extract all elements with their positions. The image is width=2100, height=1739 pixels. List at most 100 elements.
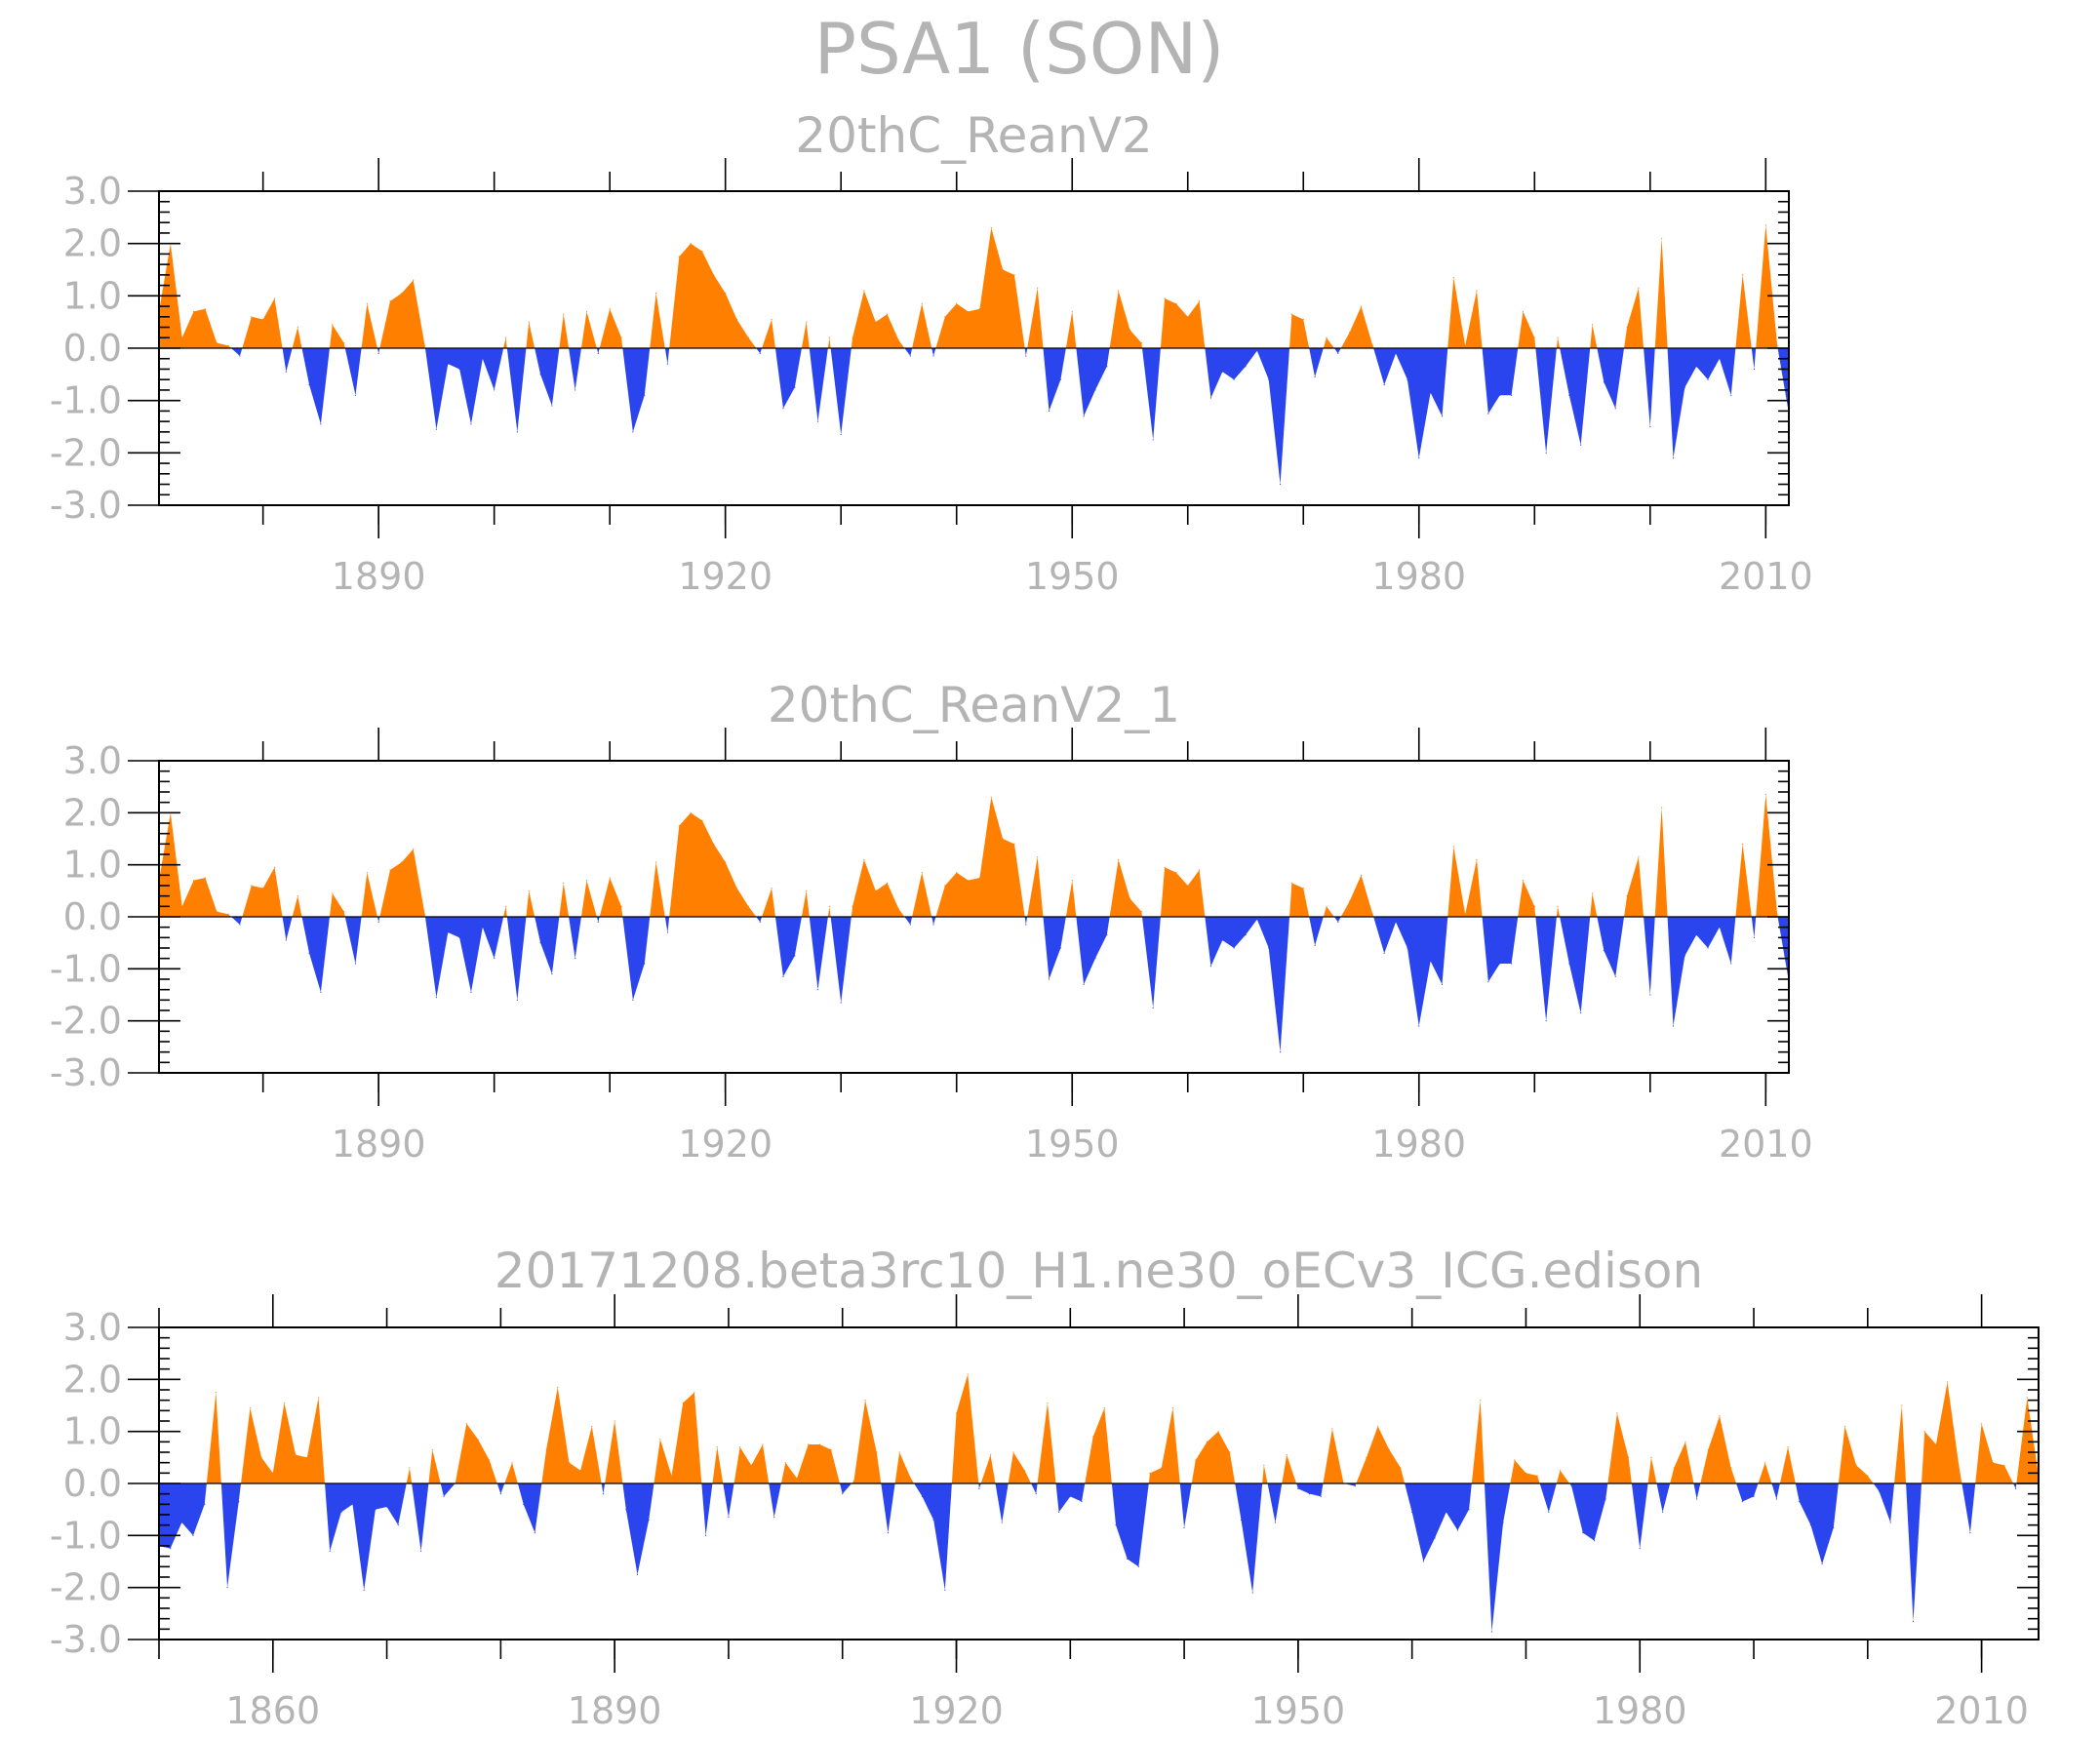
data-point <box>1229 1451 1231 1453</box>
data-point <box>216 342 218 344</box>
data-point <box>1331 1428 1333 1430</box>
data-point <box>435 428 438 430</box>
data-point <box>332 324 334 326</box>
data-point <box>1025 355 1027 357</box>
data-point <box>1366 1456 1367 1458</box>
area-series <box>159 1374 2039 1632</box>
data-point <box>1638 287 1640 289</box>
data-point <box>1430 960 1432 962</box>
data-point <box>1568 963 1570 965</box>
data-point <box>1855 1464 1857 1466</box>
data-point <box>306 1456 308 1458</box>
data-point <box>794 955 796 957</box>
data-point <box>523 1503 525 1505</box>
data-point <box>620 905 622 907</box>
data-point <box>1002 268 1004 271</box>
data-point <box>876 1451 878 1453</box>
data-point <box>1719 1415 1721 1417</box>
data-point <box>340 1511 342 1513</box>
data-point <box>1605 1498 1606 1500</box>
data-point <box>1719 358 1721 360</box>
data-point <box>1268 378 1270 380</box>
data-point <box>1510 963 1513 965</box>
data-point <box>897 908 900 910</box>
data-point <box>563 313 565 315</box>
data-point <box>1764 1462 1766 1464</box>
data-point <box>1441 983 1444 985</box>
data-point <box>1764 794 1766 796</box>
data-point <box>887 882 889 884</box>
data-points <box>158 794 1790 1053</box>
data-point <box>1221 939 1223 941</box>
x-tick-label: 1980 <box>1371 555 1466 598</box>
y-tick-label: 0.0 <box>63 327 122 370</box>
data-point <box>1969 1532 1971 1534</box>
data-point <box>921 302 923 304</box>
data-point <box>1764 224 1766 226</box>
data-point <box>1256 919 1258 921</box>
data-point <box>1730 1467 1732 1469</box>
data-point <box>295 1454 297 1456</box>
data-point <box>956 302 958 304</box>
data-point <box>1923 1431 1925 1433</box>
data-point <box>2003 1464 2005 1466</box>
data-point <box>828 336 830 338</box>
data-point <box>1187 885 1189 887</box>
data-point <box>354 394 357 396</box>
data-point <box>1464 344 1466 346</box>
data-point <box>1320 1495 1322 1497</box>
data-point <box>644 394 646 396</box>
data-point <box>1434 1537 1436 1539</box>
data-point <box>1092 1436 1094 1438</box>
data-point <box>1256 350 1258 352</box>
data-point <box>1707 378 1709 380</box>
data-point <box>909 355 911 357</box>
data-point <box>470 423 472 425</box>
data-point <box>447 931 449 933</box>
data-point <box>285 371 287 373</box>
data-point <box>644 963 646 965</box>
data-point <box>978 1487 980 1489</box>
data-point <box>1901 1404 1903 1406</box>
data-point <box>1480 1400 1482 1402</box>
data-point <box>1695 366 1697 368</box>
data-point <box>1290 882 1293 884</box>
data-point <box>808 1443 810 1445</box>
data-point <box>816 420 819 422</box>
data-point <box>701 251 703 253</box>
data-point <box>932 924 934 926</box>
data-point <box>1002 838 1004 840</box>
data-point <box>181 336 183 338</box>
data-point <box>782 975 784 977</box>
data-point <box>297 326 298 329</box>
data-point <box>784 1462 786 1464</box>
data-point <box>516 999 518 1001</box>
data-point <box>489 1459 491 1461</box>
data-point <box>773 1517 775 1519</box>
data-point <box>1441 415 1444 417</box>
data-point <box>1707 947 1709 949</box>
data-point <box>366 302 368 304</box>
data-point <box>666 931 669 933</box>
data-point <box>494 389 495 391</box>
area-series <box>159 794 1789 1052</box>
data-point <box>1129 329 1131 331</box>
y-tick-label: -1.0 <box>50 947 122 990</box>
y-tick-label: 2.0 <box>63 1358 122 1401</box>
data-point <box>1603 950 1605 952</box>
data-point <box>636 1573 639 1575</box>
data-point <box>625 1509 627 1511</box>
data-point <box>409 1467 411 1469</box>
data-point <box>251 885 253 887</box>
data-point <box>1593 1540 1596 1542</box>
data-point <box>1395 352 1397 354</box>
data-point <box>1383 952 1385 954</box>
data-point <box>1452 276 1454 279</box>
data-point <box>351 1503 354 1505</box>
data-point <box>504 336 507 338</box>
data-point <box>1568 394 1570 396</box>
data-point <box>1164 297 1166 299</box>
data-point <box>1946 1381 1949 1383</box>
y-tick-label: 3.0 <box>63 170 122 213</box>
data-point <box>1302 318 1304 321</box>
